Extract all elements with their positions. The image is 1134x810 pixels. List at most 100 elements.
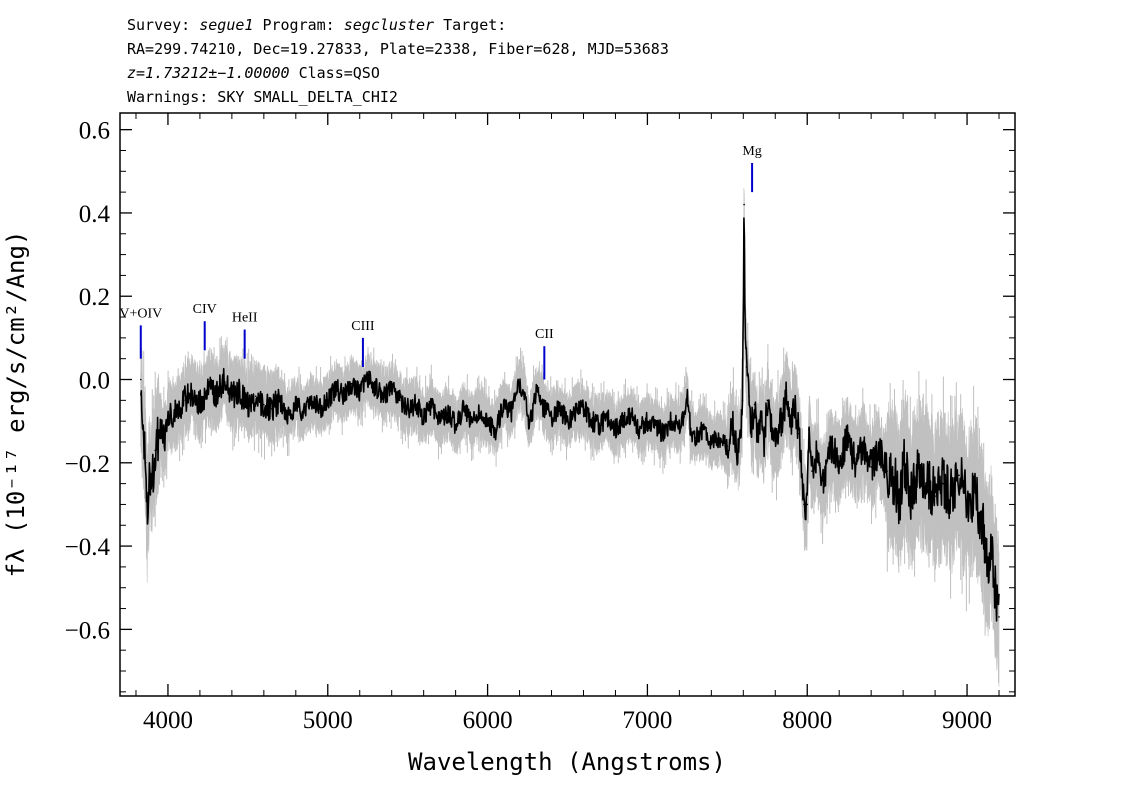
spectrum-point (446, 412, 449, 414)
spectrum-point (886, 470, 888, 472)
y-tick-label: −0.2 (65, 451, 110, 478)
line-marker-label: HeII (232, 311, 258, 326)
line-marker-label: CIII (351, 319, 375, 334)
axes: 4000 5000 6000 7000 8000 9000 0.6 0.4 0.2 0.0 −0.2… (65, 113, 1015, 734)
header-line-4: Warnings: SKY SMALL_DELTA_CHI2 (127, 88, 398, 106)
spectrum-point (350, 382, 353, 385)
spectrum-point (854, 462, 856, 464)
spectrum-point (808, 428, 810, 431)
x-tick-label: 7000 (622, 707, 672, 734)
line-marker: V+OIV (119, 306, 162, 359)
survey-value: segue1 (199, 16, 253, 34)
spectrum-point (606, 416, 609, 418)
class-value: Class=QSO (290, 64, 380, 82)
line-marker: Mg (742, 144, 762, 193)
spectrum-point (175, 412, 177, 414)
header: Survey: segue1 Program: segcluster Targe… (127, 16, 669, 106)
spectrum-point (846, 437, 848, 439)
spectrum-point (756, 437, 759, 439)
spectrum-point (926, 478, 928, 481)
spectrum-point (390, 387, 393, 389)
spectrum-point (454, 424, 457, 427)
spectrum-point (247, 403, 249, 406)
spectrum-point (798, 432, 800, 435)
spectrum-point (335, 387, 337, 389)
spectrum-point (782, 412, 785, 414)
spectrum-points (140, 203, 1000, 618)
spectrum-point (763, 441, 765, 443)
spectrum-point (430, 403, 433, 406)
spectrum-point (295, 403, 297, 406)
spectrum-point (199, 403, 201, 406)
spectrum-point (731, 420, 733, 423)
spectrum-point (287, 416, 289, 418)
header-line-3: z=1.73212±−1.00000 Class=QSO (127, 64, 380, 82)
spectrum-point (223, 378, 225, 381)
spectrum-point (358, 391, 361, 393)
spectrum-point (590, 420, 593, 423)
spectrum-point (598, 424, 601, 427)
spectrum-point (862, 445, 864, 447)
spectrum-point (942, 482, 944, 485)
spectrum-point (148, 470, 151, 472)
spectrum-point (662, 432, 665, 435)
spectrum-point (311, 399, 313, 402)
spectrum-point (934, 495, 936, 497)
line-marker: CIII (351, 319, 375, 368)
spectrum-point (183, 399, 185, 402)
spectrum-point (686, 391, 689, 393)
spectrum-point (646, 420, 649, 423)
spectrum-point (207, 387, 209, 389)
spectrum-point (766, 399, 769, 402)
spectrum-point (151, 482, 153, 485)
spectrum-point (271, 407, 273, 410)
line-marker-label: V+OIV (119, 306, 162, 321)
spectrum-point (974, 491, 976, 493)
spectrum-point (894, 482, 896, 485)
spectrum-point (870, 466, 872, 468)
spectrum-point (486, 420, 489, 423)
line-marker: CIV (193, 302, 217, 351)
spectrum-point (366, 378, 369, 381)
spectrum-point (154, 449, 156, 452)
spectrum-point (996, 599, 999, 601)
spectrum-point (239, 391, 241, 393)
spectrum-point (750, 424, 753, 427)
spectrum-point (144, 462, 147, 464)
plot-data (140, 188, 1000, 687)
spectrum-point (966, 503, 968, 506)
spectrum-point (534, 395, 537, 398)
spectrum-point (215, 395, 217, 398)
spectrum-point (462, 407, 465, 410)
target-label: Target: (434, 16, 506, 34)
spectrum-point (726, 445, 729, 447)
spectrum-point (993, 586, 995, 589)
x-tick-label: 8000 (782, 707, 832, 734)
spectrum-point (744, 337, 746, 339)
spectrum-point (303, 412, 305, 414)
line-marker-label: CIV (193, 302, 217, 317)
spectrum-point (159, 428, 161, 431)
spectrum-point (779, 424, 781, 427)
spectrum-point (398, 399, 401, 402)
spectrum-point (141, 420, 144, 423)
spectrum-point (630, 412, 633, 414)
spectrum-point (478, 412, 481, 414)
spectrum-point (523, 391, 526, 393)
spectrum-point (574, 412, 577, 414)
y-tick-label: 0.4 (79, 201, 111, 228)
spectrum-point (438, 420, 441, 423)
spectrum-point (990, 537, 992, 539)
spectrum-point (537, 387, 540, 389)
spectrum-point (566, 420, 569, 423)
spectrum-point (806, 503, 808, 506)
spectrum-point (769, 424, 772, 427)
spectrum-point (542, 407, 545, 410)
spectrum-point (167, 416, 169, 418)
error-spikes (140, 250, 999, 653)
spectrum-point (689, 428, 692, 431)
spectrum-point (803, 503, 805, 506)
spectrum-point (140, 378, 142, 381)
x-tick-label: 5000 (303, 707, 353, 734)
spectrum-point (753, 403, 756, 406)
